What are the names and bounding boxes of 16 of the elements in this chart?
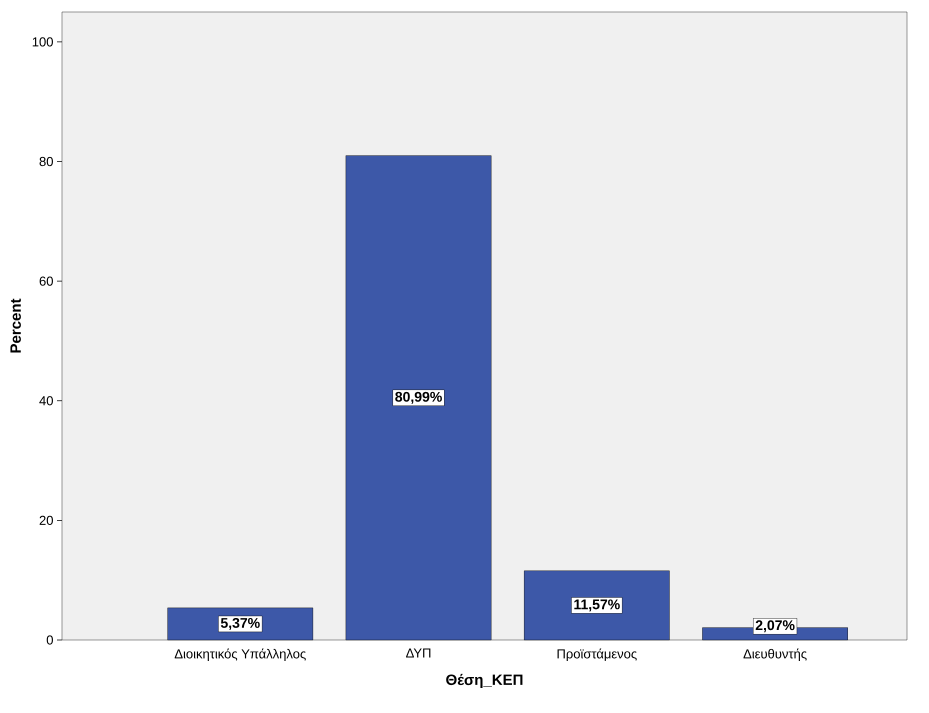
y-tick-label: 60 [40,276,53,286]
y-tick-label: 80 [40,156,53,166]
data-label: 2,07% [756,620,795,632]
data-label: 80,99% [395,392,442,404]
y-tick-label: 100 [32,37,53,46]
x-tick-label: Διοικητικός Υπάλληλος [174,648,306,662]
y-axis-title: Percent [10,298,21,353]
y-tick-label: 0 [46,635,53,645]
y-tick-label: 40 [39,396,53,406]
x-axis-title: Θέση_ΚΕΠ [446,674,522,688]
x-tick-label: Προϊστάμενος [558,648,637,662]
x-tick-label: Διευθυντής [744,648,807,662]
data-label: 5,37% [220,618,260,630]
data-label: 11,57% [574,599,620,612]
x-tick-label: ΔΥΠ [406,648,430,658]
y-tick-label: 20 [40,516,53,525]
